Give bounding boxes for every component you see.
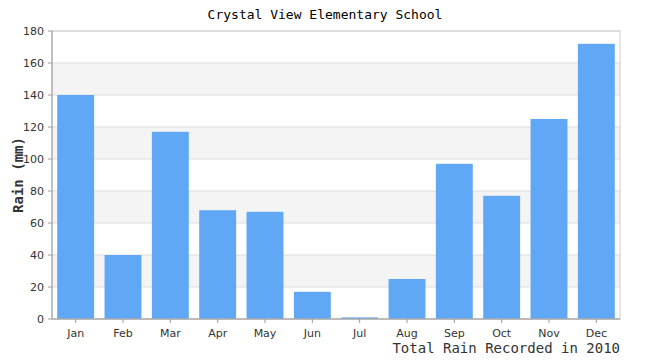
x-tick: [454, 319, 455, 323]
bar: [436, 164, 473, 319]
x-tick: [359, 319, 360, 323]
grid-line: [52, 63, 620, 64]
y-tick-label: 80: [30, 185, 44, 198]
bar: [199, 210, 236, 319]
y-tick-label: 160: [23, 57, 44, 70]
y-tick: [48, 191, 52, 192]
y-tick-label: 60: [30, 217, 44, 230]
y-tick-label: 120: [23, 121, 44, 134]
y-axis: [52, 31, 53, 319]
x-tick-label: Jan: [66, 327, 84, 340]
x-tick-label: Sep: [444, 327, 465, 340]
y-tick-label: 40: [30, 249, 44, 262]
x-tick: [217, 319, 218, 323]
y-tick: [48, 159, 52, 160]
bar: [483, 196, 520, 319]
bar: [57, 95, 94, 319]
x-tick: [312, 319, 313, 323]
bar: [531, 119, 568, 319]
x-tick-label: Nov: [538, 327, 560, 340]
y-tick-label: 100: [23, 153, 44, 166]
bar: [152, 132, 189, 319]
bar: [247, 212, 284, 319]
x-tick-label: Feb: [113, 327, 132, 340]
x-tick: [596, 319, 597, 323]
y-tick: [48, 31, 52, 32]
y-tick: [48, 63, 52, 64]
y-tick: [48, 127, 52, 128]
x-tick: [501, 319, 502, 323]
x-tick-label: Jul: [352, 327, 366, 340]
x-tick: [407, 319, 408, 323]
y-tick: [48, 319, 52, 320]
x-tick-label: Oct: [492, 327, 512, 340]
x-tick: [75, 319, 76, 323]
x-tick-label: May: [254, 327, 277, 340]
x-tick: [549, 319, 550, 323]
bar: [105, 255, 142, 319]
x-tick-label: Mar: [160, 327, 181, 340]
bars: [57, 44, 615, 319]
chart: 0 20 40 60 80 100 120 140 160 180 Jan Feb Mar Apr May J…: [0, 0, 650, 360]
x-tick-label: Jun: [303, 327, 321, 340]
chart-container: 0 20 40 60 80 100 120 140 160 180 Jan Feb Mar Apr May J…: [0, 0, 650, 360]
title: Crystal View Elementary School: [208, 7, 443, 22]
bar: [294, 292, 331, 319]
y-tick-label: 180: [23, 25, 44, 38]
x-tick-label: Dec: [586, 327, 607, 340]
y-tick: [48, 223, 52, 224]
y-tick: [48, 95, 52, 96]
grid-band: [52, 63, 620, 95]
bar: [578, 44, 615, 319]
y-axis-label: Rain (mm): [10, 137, 26, 213]
x-tick-label: Aug: [396, 327, 417, 340]
y-tick-label: 20: [30, 281, 44, 294]
y-tick: [48, 287, 52, 288]
x-axis-label: Total Rain Recorded in 2010: [392, 340, 620, 356]
y-tick-label: 0: [37, 313, 44, 326]
y-tick-label: 140: [23, 89, 44, 102]
bar: [389, 279, 426, 319]
x-tick-label: Apr: [208, 327, 228, 340]
x-tick: [265, 319, 266, 323]
grid-line: [52, 95, 620, 96]
x-tick: [170, 319, 171, 323]
x-tick: [123, 319, 124, 323]
plot-background: [52, 31, 620, 319]
y-tick: [48, 255, 52, 256]
x-axis: [52, 319, 620, 320]
grid-line: [52, 319, 620, 320]
plot-frame: [52, 31, 620, 319]
